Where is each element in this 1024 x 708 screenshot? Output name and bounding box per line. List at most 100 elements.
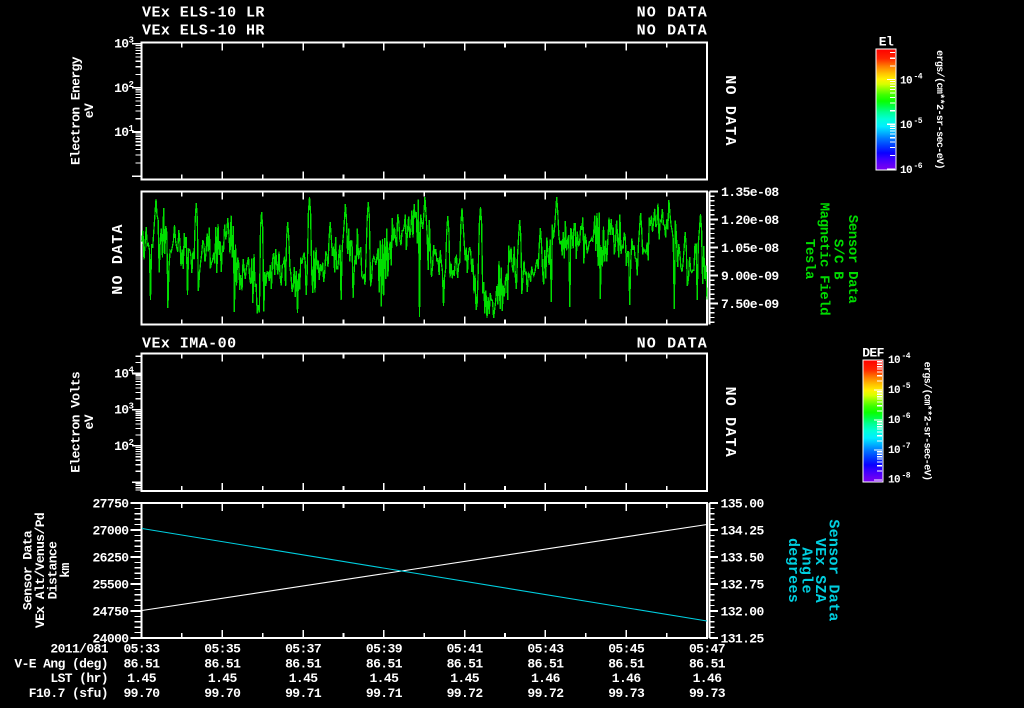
svg-text:NO DATA: NO DATA [637, 336, 708, 353]
svg-text:NO DATA: NO DATA [721, 387, 738, 458]
svg-text:10: 10 [900, 165, 912, 177]
svg-text:VEx IMA-00: VEx IMA-00 [142, 336, 237, 353]
svg-text:-6: -6 [902, 412, 911, 421]
svg-text:99.71: 99.71 [366, 686, 403, 701]
svg-text:-8: -8 [902, 472, 911, 481]
svg-text:2: 2 [129, 80, 134, 90]
svg-text:-4: -4 [914, 73, 923, 82]
svg-text:10: 10 [900, 76, 912, 88]
svg-text:DEF: DEF [862, 346, 884, 361]
svg-text:2011/081: 2011/081 [50, 642, 108, 657]
svg-text:99.72: 99.72 [447, 686, 484, 701]
svg-text:1.45: 1.45 [369, 671, 399, 686]
svg-text:Electron Energy: Electron Energy [69, 56, 84, 165]
svg-text:Distance: Distance [46, 541, 61, 599]
svg-text:86.51: 86.51 [123, 656, 160, 671]
svg-text:131.25: 131.25 [721, 632, 765, 647]
svg-text:10: 10 [888, 385, 900, 397]
svg-text:2: 2 [129, 438, 134, 448]
svg-text:V-E Ang (deg): V-E Ang (deg) [14, 656, 108, 671]
svg-text:9.00e-09: 9.00e-09 [721, 269, 779, 284]
svg-text:10: 10 [888, 475, 900, 487]
svg-text:1.45: 1.45 [289, 671, 319, 686]
svg-text:27000: 27000 [92, 524, 129, 539]
svg-text:Tesla: Tesla [801, 239, 817, 280]
svg-text:eV: eV [82, 414, 97, 429]
svg-text:99.70: 99.70 [123, 686, 160, 701]
svg-text:99.73: 99.73 [689, 686, 726, 701]
svg-text:Sensor Data: Sensor Data [21, 530, 36, 610]
svg-text:eV: eV [82, 103, 97, 118]
svg-text:10: 10 [888, 355, 900, 367]
svg-text:86.51: 86.51 [204, 656, 241, 671]
svg-text:05:45: 05:45 [608, 642, 645, 657]
svg-text:132.75: 132.75 [721, 578, 765, 593]
svg-text:km: km [58, 563, 73, 578]
svg-text:1.46: 1.46 [531, 671, 561, 686]
svg-text:1: 1 [129, 124, 135, 134]
svg-text:10: 10 [114, 403, 129, 418]
svg-text:1.46: 1.46 [693, 671, 723, 686]
svg-text:24750: 24750 [92, 605, 129, 620]
svg-text:-7: -7 [902, 442, 911, 451]
svg-text:3: 3 [129, 402, 134, 412]
svg-text:99.70: 99.70 [204, 686, 241, 701]
svg-text:3: 3 [129, 36, 134, 46]
svg-text:1.45: 1.45 [450, 671, 480, 686]
svg-text:24000: 24000 [92, 632, 129, 647]
svg-text:LST (hr): LST (hr) [50, 671, 108, 686]
svg-text:99.72: 99.72 [527, 686, 564, 701]
svg-text:10: 10 [900, 120, 912, 132]
svg-text:05:43: 05:43 [527, 642, 564, 657]
svg-text:1.20e-08: 1.20e-08 [721, 213, 779, 228]
svg-text:05:33: 05:33 [123, 642, 160, 657]
svg-text:-6: -6 [914, 162, 923, 171]
svg-text:135.00: 135.00 [721, 497, 765, 512]
svg-text:86.51: 86.51 [366, 656, 403, 671]
svg-text:1.45: 1.45 [208, 671, 238, 686]
svg-text:05:39: 05:39 [366, 642, 403, 657]
svg-text:Sensor Data: Sensor Data [825, 519, 842, 621]
svg-text:VEx ELS-10 LR: VEx ELS-10 LR [142, 5, 265, 22]
svg-text:VEx Alt/Venus/Pd: VEx Alt/Venus/Pd [33, 513, 48, 628]
svg-text:Magnetic Field: Magnetic Field [815, 203, 831, 316]
svg-text:10: 10 [888, 415, 900, 427]
svg-text:VEx ELS-10 HR: VEx ELS-10 HR [142, 23, 265, 40]
svg-text:F10.7 (sfu): F10.7 (sfu) [29, 686, 108, 701]
svg-text:ergs/(cm**2-sr-sec-eV): ergs/(cm**2-sr-sec-eV) [933, 50, 945, 169]
svg-text:99.71: 99.71 [285, 686, 322, 701]
svg-text:-4: -4 [902, 352, 911, 361]
svg-text:Electron Volts: Electron Volts [69, 371, 84, 473]
svg-text:10: 10 [114, 439, 129, 454]
svg-text:86.51: 86.51 [447, 656, 484, 671]
svg-text:27750: 27750 [92, 497, 129, 512]
svg-text:1.45: 1.45 [127, 671, 157, 686]
svg-text:4: 4 [129, 366, 135, 376]
svg-text:El: El [879, 35, 894, 50]
svg-text:05:41: 05:41 [447, 642, 484, 657]
svg-text:25500: 25500 [92, 578, 129, 593]
svg-text:ergs/(cm**2-sr-sec-eV): ergs/(cm**2-sr-sec-eV) [921, 362, 933, 481]
svg-text:S/C B: S/C B [830, 239, 846, 280]
svg-text:10: 10 [114, 81, 129, 96]
svg-text:VEx SZA: VEx SZA [811, 538, 828, 603]
svg-text:133.50: 133.50 [721, 551, 765, 566]
svg-text:05:37: 05:37 [285, 642, 321, 657]
svg-text:NO DATA: NO DATA [721, 75, 738, 146]
svg-text:26250: 26250 [92, 551, 129, 566]
svg-text:-5: -5 [914, 117, 923, 126]
svg-text:degrees: degrees [784, 538, 801, 603]
svg-text:Angle: Angle [798, 547, 815, 594]
svg-text:05:35: 05:35 [204, 642, 241, 657]
svg-text:134.25: 134.25 [721, 524, 765, 539]
svg-text:NO DATA: NO DATA [637, 23, 708, 40]
svg-text:132.00: 132.00 [721, 605, 765, 620]
svg-text:99.73: 99.73 [608, 686, 645, 701]
svg-text:10: 10 [114, 125, 129, 140]
svg-text:86.51: 86.51 [527, 656, 564, 671]
svg-text:1.46: 1.46 [612, 671, 642, 686]
svg-text:05:47: 05:47 [689, 642, 725, 657]
svg-text:86.51: 86.51 [285, 656, 322, 671]
svg-text:NO DATA: NO DATA [637, 5, 708, 22]
svg-text:-5: -5 [902, 382, 911, 391]
